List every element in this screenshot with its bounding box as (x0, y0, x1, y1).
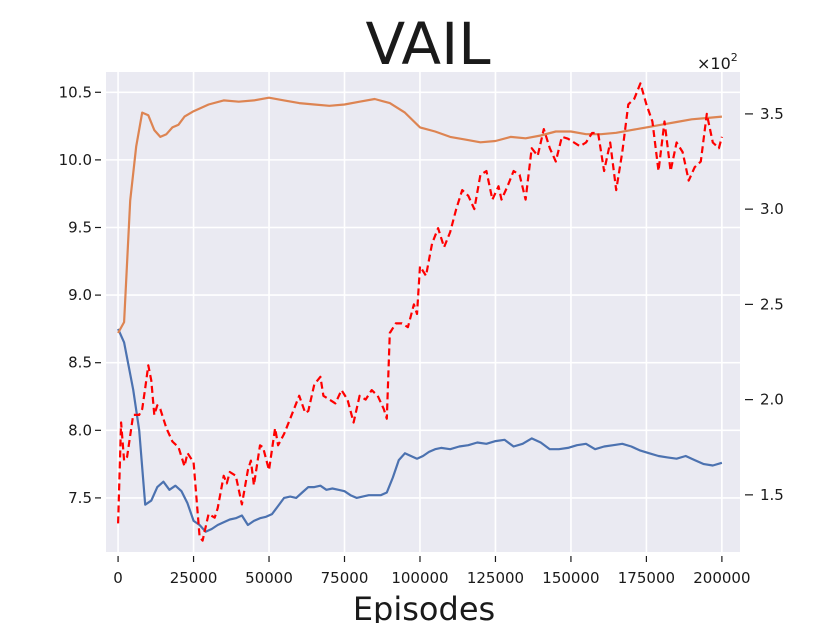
x-tick-label: 150000 (542, 569, 599, 587)
left-tick-label: 8.0 (68, 421, 92, 439)
x-tick-label: 75000 (321, 569, 369, 587)
left-tick-label: 10.5 (59, 83, 92, 101)
series-lines (117, 82, 723, 542)
right-tick-label: 1.5 (760, 486, 784, 504)
chart-title: VAIL (365, 10, 490, 78)
right-tick-label: 3.0 (760, 200, 784, 218)
plot-background (106, 72, 740, 552)
left-y-axis: 7.5 8.0 8.5 9.0 9.5 10.0 10.5 (59, 83, 101, 507)
right-y-axis: 1.5 2.0 2.5 3.0 3.5 (745, 105, 784, 504)
left-tick-label: 7.5 (68, 489, 92, 507)
right-tick-label: 2.5 (760, 295, 784, 313)
grid-lines (106, 72, 740, 552)
left-tick-label: 8.5 (68, 354, 92, 372)
x-axis: 0 25000 50000 75000 100000 125000 150000 175000… (113, 556, 751, 587)
x-tick-label: 0 (113, 569, 123, 587)
right-axis-multiplier: ×102 (697, 51, 738, 73)
x-tick-label: 50000 (245, 569, 293, 587)
left-tick-label: 9.5 (68, 218, 92, 236)
x-tick-label: 125000 (467, 569, 524, 587)
x-tick-label: 25000 (170, 569, 218, 587)
x-tick-label: 100000 (391, 569, 448, 587)
left-tick-label: 9.0 (68, 286, 92, 304)
series-line-3 (117, 82, 723, 542)
x-axis-label: Episodes (353, 590, 495, 623)
right-tick-label: 3.5 (760, 105, 784, 123)
series-line-2 (117, 96, 723, 334)
x-tick-label: 200000 (693, 569, 750, 587)
left-tick-label: 10.0 (59, 151, 92, 169)
right-tick-label: 2.0 (760, 391, 784, 409)
x-tick-label: 175000 (618, 569, 675, 587)
